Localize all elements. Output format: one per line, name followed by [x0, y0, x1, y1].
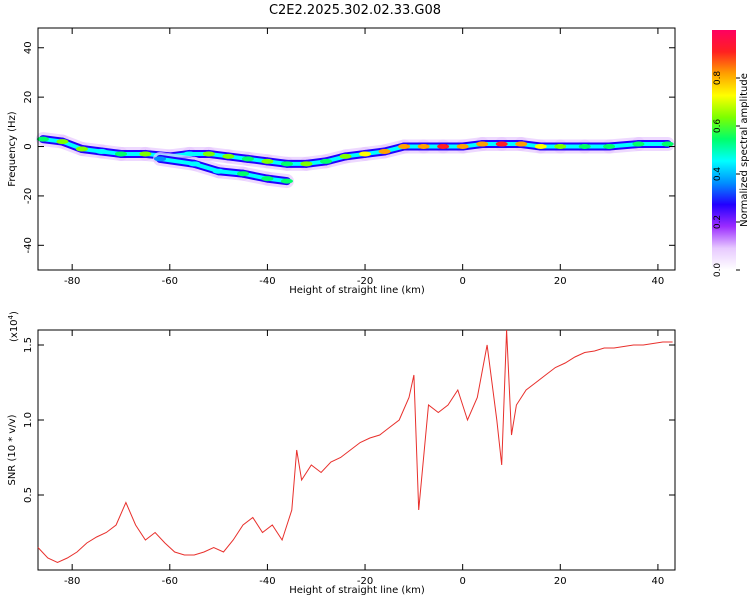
- ridge-peak: [661, 141, 674, 147]
- x-tick-label: -40: [259, 576, 275, 587]
- snr-x-axis-label: Height of straight line (km): [289, 585, 425, 596]
- y-tick-label: 1.0: [23, 412, 34, 428]
- colorbar-tick-label: 0.0: [713, 263, 723, 278]
- colorbar-ticks: 0.0 0.2 0.4 0.6 0.8: [713, 71, 740, 278]
- snr-frame: [37, 329, 676, 571]
- x-tick-label: -40: [259, 276, 275, 287]
- colorbar: 0.0 0.2 0.4 0.6 0.8 Normalized spectral ampl…: [712, 30, 750, 277]
- x-tick-label: -60: [162, 576, 178, 587]
- ridge-peak: [139, 151, 152, 157]
- y-tick-label: -40: [23, 237, 34, 253]
- y-tick-label: 0: [23, 143, 34, 149]
- x-tick-label: 40: [652, 576, 665, 587]
- snr-panel: -80 -60 -40 -20 0 20 40 0.5 1.0 1.5 Height of st…: [7, 311, 676, 596]
- branch-peak: [188, 161, 201, 167]
- spectrogram-frame: [37, 27, 676, 271]
- ridge-peak: [300, 161, 313, 167]
- ridge-peak: [261, 158, 274, 164]
- ridge-peak: [359, 151, 372, 157]
- y-tick-label: 40: [23, 41, 34, 54]
- ridge-peak: [339, 153, 352, 159]
- ridge-peak: [56, 139, 69, 145]
- ridge-peak: [554, 144, 567, 150]
- x-tick-label: 0: [459, 276, 465, 287]
- branch-core: [158, 156, 197, 166]
- ridge-peak: [603, 144, 616, 150]
- ridge-peak: [95, 148, 108, 154]
- ridge-peak: [515, 141, 528, 147]
- x-tick-label: 20: [554, 576, 567, 587]
- ridge-peak: [534, 144, 547, 150]
- ridge-peak: [578, 144, 591, 150]
- ridge-peak: [417, 144, 430, 150]
- y-tick-label: 0.5: [23, 487, 34, 503]
- ridge-peak: [114, 151, 127, 157]
- ridge-peak: [319, 158, 332, 164]
- x-tick-label: -80: [64, 276, 80, 287]
- ridge-peak: [398, 144, 411, 150]
- colorbar-tick-label: 0.6: [713, 119, 723, 134]
- x-tick-label: -80: [64, 576, 80, 587]
- x-tick-label: 20: [554, 276, 567, 287]
- colorbar-label: Normalized spectral amplitude: [739, 73, 750, 227]
- y-tick-label: 20: [23, 91, 34, 104]
- snr-y-axis-label: SNR (10 * v/v): [7, 414, 18, 485]
- ridge-peak: [241, 156, 254, 162]
- ridge-peak: [632, 141, 645, 147]
- colorbar-tick-label: 0.4: [713, 167, 723, 182]
- spectrogram-y-axis-label: Frequency (Hz): [7, 111, 18, 187]
- branch-peak: [280, 178, 293, 184]
- ridge-peak: [456, 144, 469, 150]
- branch-peak: [212, 168, 225, 174]
- spectrogram-panel: -80 -60 -40 -20 0 20 40 40 20 0 -20 -40 Height of …: [7, 27, 676, 296]
- x-tick-label: -20: [357, 276, 373, 287]
- colorbar-tick-label: 0.2: [713, 215, 723, 229]
- ridge-peak: [222, 153, 235, 159]
- branch-peak: [237, 171, 250, 177]
- ridge-peak: [495, 141, 508, 147]
- colorbar-gradient: [712, 30, 736, 270]
- spectrogram-y-ticks: 40 20 0 -20 -40: [23, 41, 675, 253]
- x-tick-label: 40: [652, 276, 665, 287]
- ridge-peak: [437, 144, 450, 150]
- branch-peak: [261, 176, 274, 182]
- x-tick-label: 0: [459, 576, 465, 587]
- ridge-peak: [36, 136, 49, 142]
- spectrogram-heatmap: [35, 132, 675, 189]
- ridge-peak: [75, 146, 88, 152]
- ridge-peak: [202, 151, 215, 157]
- spectrogram-x-axis-label: Height of straight line (km): [289, 285, 425, 296]
- snr-x-ticks: -80 -60 -40 -20 0 20 40: [64, 330, 664, 587]
- spectrogram-x-ticks: -80 -60 -40 -20 0 20 40: [64, 28, 664, 287]
- x-tick-label: -20: [357, 576, 373, 587]
- svg-text:(x104): (x104): [7, 311, 20, 342]
- snr-y-ticks: 0.5 1.0 1.5: [23, 337, 675, 503]
- ridge-peak: [476, 141, 489, 147]
- ridge-peak: [280, 161, 293, 167]
- y-tick-label: 1.5: [23, 337, 34, 353]
- branch-peak: [154, 156, 167, 162]
- snr-line: [37, 329, 673, 564]
- y-tick-label: -20: [23, 188, 34, 204]
- x-tick-label: -60: [162, 276, 178, 287]
- ridge-peak: [378, 148, 391, 154]
- ridge-peak: [183, 151, 196, 157]
- colorbar-tick-label: 0.8: [713, 71, 723, 86]
- chart-title: C2E2.2025.302.02.33.G08: [269, 3, 441, 18]
- snr-y-multiplier: (x104): [7, 311, 20, 342]
